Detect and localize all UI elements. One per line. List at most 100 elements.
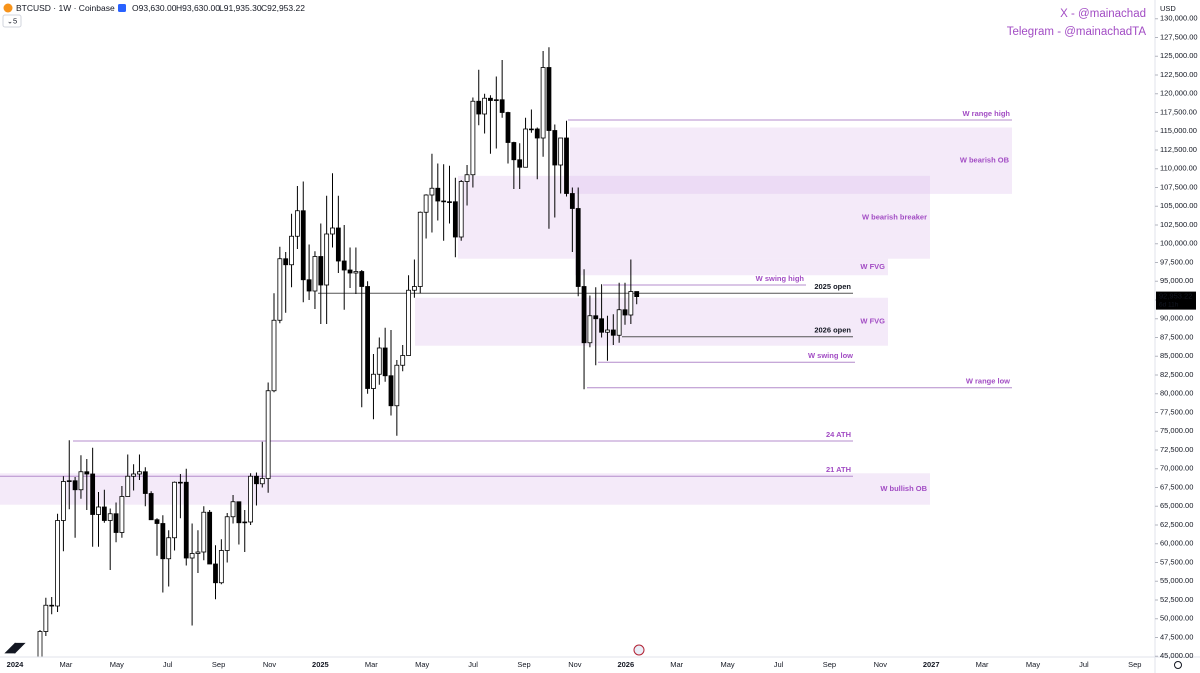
- candle-body: [248, 475, 254, 523]
- flag-icon[interactable]: [118, 4, 126, 12]
- zone-label: W FVG: [860, 262, 885, 271]
- candle-body: [137, 471, 142, 475]
- zone-label: W bearish OB: [960, 156, 1010, 165]
- candle-body: [452, 201, 458, 238]
- candle-body: [49, 604, 55, 607]
- candle-body: [201, 511, 207, 553]
- candle-body: [423, 194, 429, 213]
- candle-body: [411, 286, 417, 291]
- symbol: BTCUSD · 1W · Coinbase: [16, 3, 115, 13]
- price-tag: [1156, 291, 1196, 310]
- x-tick-label: Mar: [365, 660, 378, 669]
- candle-body: [213, 563, 218, 584]
- currency: USD: [1160, 4, 1176, 13]
- x-tick-label: Nov: [263, 660, 277, 669]
- candle-body: [540, 67, 546, 139]
- candle-body: [172, 481, 177, 539]
- candle-body: [254, 475, 259, 485]
- candle-body: [90, 473, 96, 515]
- countdown-label: 6d 11h: [1159, 301, 1179, 308]
- candle-body: [400, 355, 406, 366]
- y-tick-label: 65,000.00: [1160, 501, 1193, 510]
- zone-label: W bullish OB: [880, 484, 927, 493]
- y-tick-label: 102,500.00: [1160, 220, 1198, 229]
- y-tick-label: 117,500.00: [1160, 107, 1197, 116]
- candle-body: [335, 227, 341, 262]
- candle-body: [300, 210, 306, 281]
- zone: [570, 127, 1012, 194]
- x-tick-label: Sep: [517, 660, 530, 669]
- y-tick-label: 52,500.00: [1160, 595, 1193, 604]
- interval-value: 5: [13, 16, 17, 25]
- candle-body: [622, 309, 628, 316]
- candle-body: [341, 260, 347, 271]
- candle-body: [271, 319, 277, 392]
- candle-body: [148, 493, 154, 521]
- settings-icon[interactable]: [1174, 661, 1182, 669]
- y-tick-label: 125,000.00: [1160, 51, 1198, 60]
- candle-body: [441, 200, 447, 203]
- x-tick-label: Sep: [823, 660, 836, 669]
- y-tick-label: 67,500.00: [1160, 482, 1193, 491]
- symbol-icon: [3, 3, 13, 13]
- candle-body: [259, 478, 265, 485]
- candle-body: [142, 471, 148, 494]
- x-tick-label: Sep: [212, 660, 225, 669]
- level-label: 2026 open: [814, 326, 851, 335]
- plot-area: W bearish OB W bearish breaker W FVG W FVG W…: [0, 47, 1012, 657]
- event-icon[interactable]: [633, 644, 645, 656]
- candle-body: [564, 137, 569, 194]
- zone: [0, 473, 930, 505]
- y-tick-label: 122,500.00: [1160, 70, 1198, 79]
- candle-body: [347, 269, 353, 274]
- candle-body: [96, 506, 101, 515]
- candle-body: [529, 128, 534, 131]
- y-tick-label: 60,000.00: [1160, 539, 1193, 548]
- candle-body: [66, 480, 72, 482]
- candle-body: [289, 235, 294, 266]
- candle-body: [435, 187, 441, 202]
- candle-body: [417, 211, 423, 287]
- y-tick-label: 45,000.00: [1160, 651, 1193, 660]
- candle-body: [558, 137, 564, 166]
- candle-body: [458, 181, 464, 238]
- x-tick-label: 2024: [7, 660, 25, 669]
- candle-body: [593, 315, 599, 320]
- interval-menu[interactable]: [2, 14, 22, 28]
- candle-body: [265, 390, 271, 479]
- y-tick-label: 70,000.00: [1160, 464, 1193, 473]
- y-tick-label: 95,000.00: [1160, 276, 1193, 285]
- candle-body: [523, 128, 528, 168]
- y-tick-label: 130,000.00: [1160, 14, 1198, 23]
- y-tick-label: 115,000.00: [1160, 126, 1197, 135]
- candle-body: [511, 142, 517, 161]
- candle-body: [37, 631, 43, 657]
- candle-body: [183, 481, 189, 559]
- candle-body: [605, 329, 610, 333]
- candle-body: [154, 519, 160, 524]
- candle-body: [224, 516, 230, 551]
- credit-x: X - @mainachad: [1060, 8, 1146, 20]
- candle-body: [505, 112, 511, 143]
- candle-body: [113, 513, 119, 533]
- candle-body: [43, 604, 49, 632]
- x-tick-label: 2027: [923, 660, 940, 669]
- y-tick-label: 120,000.00: [1160, 89, 1198, 98]
- candle-body: [406, 289, 411, 356]
- x-tick-label: Nov: [874, 660, 888, 669]
- candle-body: [371, 373, 376, 389]
- level-label: W swing high: [756, 274, 805, 283]
- level-label: 21 ATH: [826, 465, 851, 474]
- y-tick-label: 107,500.00: [1160, 182, 1198, 191]
- candle-body: [166, 537, 172, 560]
- y-tick-label: 75,000.00: [1160, 426, 1193, 435]
- candle-body: [599, 318, 604, 333]
- y-tick-label: 127,500.00: [1160, 32, 1198, 41]
- y-tick-label: 50,000.00: [1160, 614, 1193, 623]
- candle-body: [353, 271, 359, 274]
- candle-body: [195, 551, 201, 554]
- zone: [575, 258, 888, 276]
- candle-body: [160, 523, 166, 560]
